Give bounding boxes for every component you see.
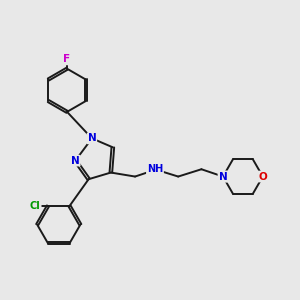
Text: N: N bbox=[88, 134, 96, 143]
Text: NH: NH bbox=[147, 164, 163, 174]
Text: O: O bbox=[258, 172, 267, 182]
Text: N: N bbox=[71, 156, 80, 166]
Text: F: F bbox=[64, 54, 70, 64]
Text: Cl: Cl bbox=[30, 201, 41, 211]
Text: N: N bbox=[219, 172, 227, 182]
Text: N: N bbox=[219, 172, 227, 182]
